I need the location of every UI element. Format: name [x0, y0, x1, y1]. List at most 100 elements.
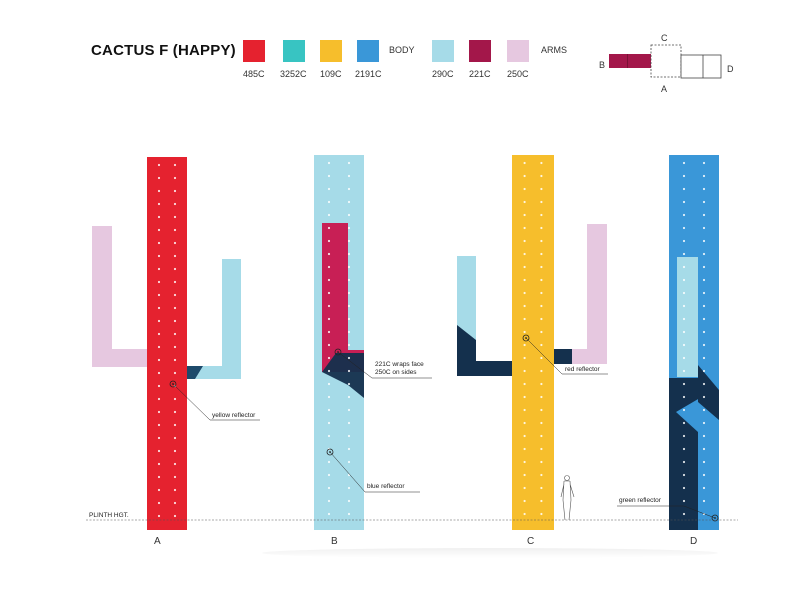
- elevation-c-dots: [523, 161, 543, 516]
- rivet-dot: [540, 408, 543, 412]
- rivet-dot: [347, 174, 351, 178]
- elevation-label-d: D: [690, 536, 698, 547]
- rivet-dot: [157, 306, 161, 310]
- rivet-dot: [523, 174, 526, 178]
- human-scale-figure: [560, 475, 575, 521]
- rivet-dot: [682, 252, 686, 256]
- elevation-label-a: A: [154, 536, 161, 547]
- rivet-dot: [523, 421, 526, 425]
- rivet-dot: [327, 408, 331, 412]
- rivet-dot: [702, 330, 706, 334]
- rivet-dot: [702, 239, 706, 243]
- rivet-dot: [157, 228, 161, 232]
- rivet-dot: [702, 174, 706, 178]
- rivet-dot: [682, 200, 686, 204]
- rivet-dot: [173, 514, 177, 518]
- rivet-dot: [702, 213, 706, 217]
- rivet-dot: [347, 317, 351, 321]
- rivet-dot: [157, 345, 161, 349]
- rivet-dot: [327, 187, 331, 191]
- rivet-dot: [157, 488, 161, 492]
- rivet-dot: [682, 395, 686, 399]
- elevation-d-green-reflector: [711, 514, 719, 522]
- key-plan-label-c: C: [661, 33, 668, 43]
- rivet-dot: [173, 436, 177, 440]
- rivet-dot: [682, 447, 686, 451]
- elevation-a-dots: [157, 163, 177, 518]
- rivet-dot: [523, 369, 526, 373]
- rivet-dot: [540, 252, 543, 256]
- rivet-dot: [173, 228, 177, 232]
- rivet-dot: [682, 382, 686, 386]
- rivet-dot: [157, 254, 161, 258]
- rivet-dot: [540, 161, 543, 165]
- rivet-dot: [702, 161, 706, 165]
- annotation-yellow-reflector: yellow reflector: [212, 412, 256, 419]
- rivet-dot: [173, 241, 177, 245]
- rivet-dot: [702, 486, 706, 490]
- ground-shadow: [262, 548, 718, 558]
- rivet-dot: [347, 408, 351, 412]
- rivet-dot: [157, 371, 161, 375]
- rivet-dot: [682, 278, 686, 282]
- rivet-dot: [682, 330, 686, 334]
- rivet-dot: [523, 382, 526, 386]
- rivet-dot: [682, 291, 686, 295]
- rivet-dot: [173, 189, 177, 193]
- rivet-dot: [540, 434, 543, 438]
- swatch-code-290c: 290C: [432, 69, 454, 79]
- rivet-dot: [702, 395, 706, 399]
- rivet-dot: [157, 202, 161, 206]
- rivet-dot: [173, 410, 177, 414]
- rivet-dot: [702, 343, 706, 347]
- rivet-dot: [327, 356, 331, 360]
- rivet-dot: [523, 356, 526, 360]
- rivet-dot: [702, 291, 706, 295]
- rivet-dot: [682, 187, 686, 191]
- annotation-wraps-line1: 221C wraps face: [375, 361, 424, 368]
- rivet-dot: [523, 486, 526, 490]
- elevation-d-dots: [682, 161, 706, 516]
- elevation-d-leader: [617, 505, 716, 519]
- rivet-dot: [682, 304, 686, 308]
- rivet-dot: [540, 239, 543, 243]
- rivet-dot: [682, 421, 686, 425]
- elevation-a-arm-shadow: [187, 366, 203, 379]
- rivet-dot: [682, 213, 686, 217]
- rivet-dot: [327, 161, 331, 165]
- annotation-wraps-line2: 250C on sides: [375, 369, 417, 376]
- rivet-dot: [173, 202, 177, 206]
- rivet-dot: [327, 499, 331, 503]
- rivet-dot: [682, 174, 686, 178]
- rivet-dot: [327, 369, 331, 373]
- rivet-dot: [682, 226, 686, 230]
- rivet-dot: [347, 486, 351, 490]
- rivet-dot: [157, 462, 161, 466]
- rivet-dot: [523, 512, 526, 516]
- rivet-dot: [523, 499, 526, 503]
- rivet-dot: [347, 161, 351, 165]
- rivet-dot: [540, 213, 543, 217]
- elevation-c-body: [512, 155, 554, 530]
- swatch-code-250c: 250C: [507, 69, 529, 79]
- rivet-dot: [157, 293, 161, 297]
- rivet-dot: [540, 330, 543, 334]
- rivet-dot: [702, 421, 706, 425]
- rivet-dot: [702, 356, 706, 360]
- rivet-dot: [347, 421, 351, 425]
- rivet-dot: [682, 356, 686, 360]
- rivet-dot: [682, 434, 686, 438]
- rivet-dot: [540, 486, 543, 490]
- rivet-dot: [540, 200, 543, 204]
- rivet-dot: [540, 291, 543, 295]
- rivet-dot: [173, 423, 177, 427]
- rivet-dot: [157, 176, 161, 180]
- rivet-dot: [327, 343, 331, 347]
- elevation-c-left-arm-shadow: [457, 325, 512, 376]
- rivet-dot: [327, 226, 331, 230]
- rivet-dot: [347, 187, 351, 191]
- rivet-dot: [347, 447, 351, 451]
- rivet-dot: [540, 226, 543, 230]
- rivet-dot: [523, 473, 526, 477]
- rivet-dot: [702, 434, 706, 438]
